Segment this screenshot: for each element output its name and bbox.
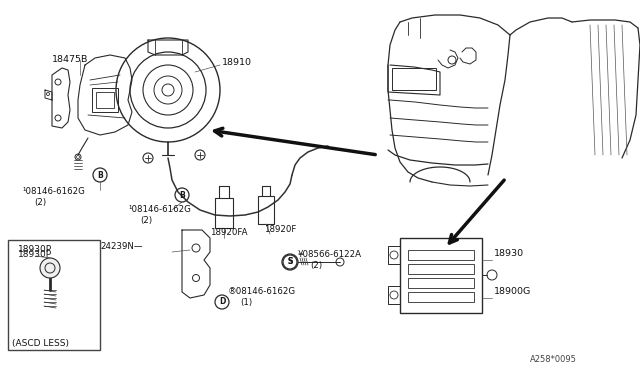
Text: ®08146‑6162G: ®08146‑6162G xyxy=(228,287,296,296)
Bar xyxy=(392,68,436,90)
Bar xyxy=(408,250,474,260)
Text: B: B xyxy=(97,170,103,180)
Text: 18910: 18910 xyxy=(222,58,252,67)
Text: (2): (2) xyxy=(310,261,322,270)
Bar xyxy=(215,198,233,228)
Text: 18920F: 18920F xyxy=(264,225,296,234)
Bar xyxy=(400,238,482,313)
Bar xyxy=(408,278,474,288)
Bar xyxy=(258,196,274,224)
Text: 18930P: 18930P xyxy=(18,250,52,259)
Bar xyxy=(92,88,118,112)
Text: A258*0095: A258*0095 xyxy=(530,355,577,364)
Text: 18920FA: 18920FA xyxy=(210,228,248,237)
Bar xyxy=(388,286,400,304)
Bar xyxy=(96,92,114,108)
Text: D: D xyxy=(219,298,225,307)
Text: (2): (2) xyxy=(140,216,152,225)
Text: S: S xyxy=(287,257,292,266)
Bar xyxy=(8,240,100,350)
Circle shape xyxy=(40,258,60,278)
Text: (ASCD LESS): (ASCD LESS) xyxy=(12,339,69,348)
Text: ¥08566‑6122A: ¥08566‑6122A xyxy=(298,250,362,259)
Text: ¹08146‑6162G: ¹08146‑6162G xyxy=(22,187,85,196)
Text: 18930: 18930 xyxy=(494,249,524,258)
Text: B: B xyxy=(179,190,185,199)
Text: S: S xyxy=(287,257,292,266)
Text: ¹08146‑6162G: ¹08146‑6162G xyxy=(128,205,191,214)
Bar xyxy=(408,292,474,302)
Text: (1): (1) xyxy=(240,298,252,307)
Bar xyxy=(408,264,474,274)
Text: (2): (2) xyxy=(34,198,46,207)
Text: 18475B: 18475B xyxy=(52,55,88,64)
Text: 18900G: 18900G xyxy=(494,287,531,296)
Text: 24239N—: 24239N— xyxy=(100,242,143,251)
Bar xyxy=(388,246,400,264)
Text: 18930P: 18930P xyxy=(18,245,52,254)
